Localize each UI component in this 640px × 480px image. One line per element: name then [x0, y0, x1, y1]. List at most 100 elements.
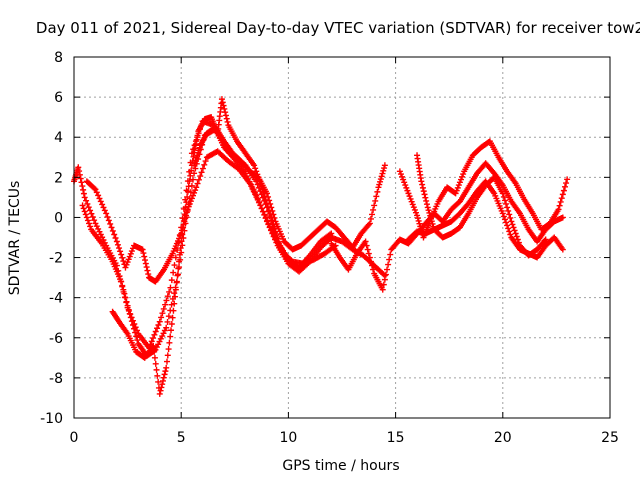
data-point [515, 239, 522, 246]
data-point [134, 337, 141, 344]
data-point [386, 256, 393, 263]
data-point [223, 115, 230, 122]
data-point [367, 215, 374, 222]
data-point [88, 210, 95, 217]
data-point [381, 162, 388, 169]
data-point [194, 180, 201, 187]
data-point [509, 221, 516, 228]
data-point [189, 176, 196, 183]
data-point [378, 173, 385, 180]
data-point [167, 333, 174, 340]
data-point [219, 99, 226, 106]
data-point [104, 213, 111, 220]
y-tick-label-9: 8 [54, 50, 63, 66]
data-point [542, 236, 549, 243]
data-point [421, 191, 428, 198]
data-point [506, 228, 513, 235]
data-point [382, 271, 389, 278]
series-track-1 [71, 118, 335, 351]
data-point [500, 213, 507, 220]
data-point [174, 272, 181, 279]
data-point [399, 173, 406, 180]
data-marks [71, 96, 571, 397]
data-point [118, 278, 125, 285]
data-point [152, 360, 159, 367]
data-point [455, 182, 462, 189]
data-point [513, 233, 520, 240]
data-point [501, 216, 508, 223]
data-point [410, 204, 417, 211]
data-point [145, 271, 152, 278]
series-track-4 [109, 96, 292, 397]
series-track-2 [79, 126, 388, 359]
data-point [83, 214, 90, 221]
data-point [422, 194, 429, 201]
data-point [500, 193, 507, 200]
series-track-5 [191, 124, 388, 253]
data-point [81, 208, 88, 215]
data-point [140, 250, 147, 257]
data-point [184, 193, 191, 200]
data-point [560, 187, 567, 194]
data-point [507, 231, 514, 238]
data-point [365, 250, 372, 257]
data-point [171, 290, 178, 297]
data-point [166, 288, 173, 295]
data-point [187, 172, 194, 179]
data-point [100, 204, 107, 211]
y-tick-label-6: 2 [54, 170, 63, 186]
data-point [188, 167, 195, 174]
data-point [427, 215, 434, 222]
data-point [269, 207, 276, 214]
data-point [80, 190, 87, 197]
data-point [164, 318, 171, 325]
data-point [190, 153, 197, 160]
data-point [171, 262, 178, 269]
data-point [188, 195, 195, 202]
data-point [503, 200, 510, 207]
data-point [185, 203, 192, 210]
data-point [428, 218, 435, 225]
data-point [384, 266, 391, 273]
data-point [201, 161, 208, 168]
data-point [557, 198, 564, 205]
data-point [132, 329, 139, 336]
data-point [505, 207, 512, 214]
data-point [172, 254, 179, 261]
data-point [117, 248, 124, 255]
data-point [514, 236, 521, 243]
data-point [453, 187, 460, 194]
data-point [111, 231, 118, 238]
data-point [261, 211, 268, 218]
data-point [168, 320, 175, 327]
data-point [101, 207, 108, 214]
data-point [159, 381, 166, 388]
data-point [84, 200, 91, 207]
data-point [154, 325, 161, 332]
data-point [155, 378, 162, 385]
data-point [424, 204, 431, 211]
data-point [505, 225, 512, 232]
data-point [164, 293, 171, 300]
data-point [186, 200, 193, 207]
data-point [510, 224, 517, 231]
data-point [180, 217, 187, 224]
data-point [161, 371, 168, 378]
data-point [150, 342, 157, 349]
data-point [270, 211, 277, 218]
data-point [96, 195, 103, 202]
data-point [119, 254, 126, 261]
data-point [93, 189, 100, 196]
data-point [169, 314, 176, 321]
x-tick-label-0: 0 [70, 430, 79, 446]
data-point [148, 338, 155, 345]
data-point [109, 227, 116, 234]
data-point [122, 294, 129, 301]
data-point [180, 224, 187, 231]
data-point [152, 328, 159, 335]
data-point [456, 179, 463, 186]
series-track-7 [396, 138, 571, 241]
data-point [171, 300, 178, 307]
data-point [381, 276, 388, 283]
data-point [366, 220, 373, 227]
